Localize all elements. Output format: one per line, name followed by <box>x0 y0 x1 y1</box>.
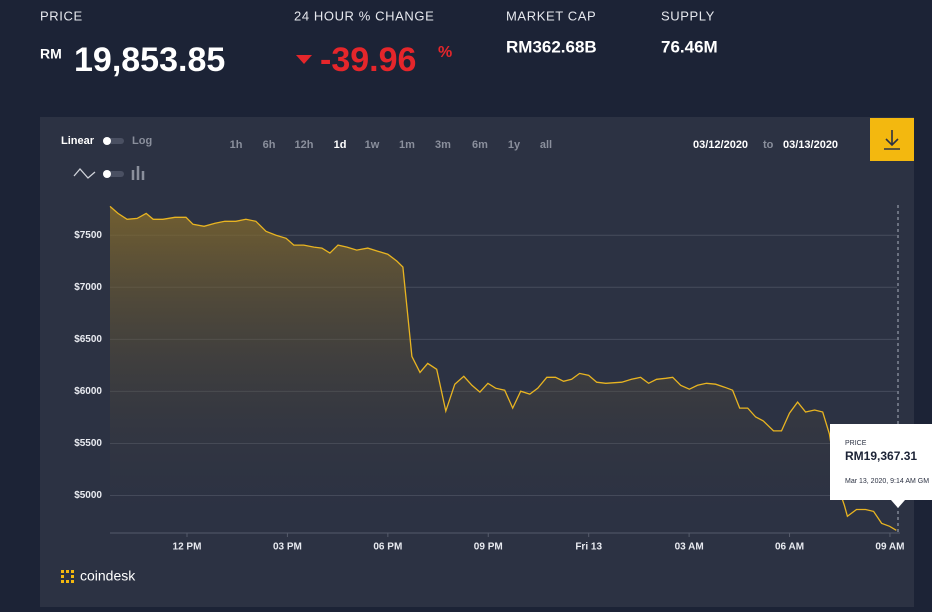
date-from[interactable]: 03/12/2020 <box>693 139 748 151</box>
x-tick-label: 09 PM <box>474 542 503 553</box>
price-value: 19,853.85 <box>74 41 225 79</box>
line-type-icon[interactable] <box>73 168 96 179</box>
x-tick-label: 03 AM <box>675 542 704 553</box>
y-tick-label: $7500 <box>74 230 102 241</box>
x-tick-label: 09 AM <box>875 542 904 553</box>
y-tick-label: $6000 <box>74 386 102 397</box>
supply-label: SUPPLY <box>661 8 715 23</box>
tooltip-label: PRICE <box>845 440 867 447</box>
change-label: 24 HOUR % CHANGE <box>294 8 434 23</box>
x-tick-label: Fri 13 <box>575 542 602 553</box>
y-tick-label: $7000 <box>74 282 102 293</box>
download-icon <box>884 130 900 150</box>
change-value: -39.96 <box>320 41 416 79</box>
range-button[interactable]: 1h <box>230 139 243 151</box>
price-currency: RM <box>40 46 62 62</box>
price-area <box>110 206 897 533</box>
price-line <box>109 205 897 531</box>
range-button[interactable]: 1d <box>334 139 347 151</box>
market-cap-label: MARKET CAP <box>506 8 596 23</box>
range-button[interactable]: 6m <box>472 139 488 151</box>
range-button[interactable]: 1y <box>508 139 521 151</box>
range-button[interactable]: 1m <box>399 139 415 151</box>
range-button[interactable]: 3m <box>435 139 451 151</box>
supply-value: 76.46M <box>661 37 718 56</box>
tooltip-box <box>830 424 932 500</box>
range-buttons: 1h 6h 12h 1d 1w 1m 3m 6m 1y all <box>230 139 553 151</box>
scale-linear[interactable]: Linear <box>61 135 95 147</box>
down-arrow <box>296 55 312 64</box>
change-unit: % <box>438 44 452 61</box>
scale-log[interactable]: Log <box>132 135 152 147</box>
range-button[interactable]: 6h <box>263 139 276 151</box>
y-tick-label: $6500 <box>74 334 102 345</box>
range-button[interactable]: 12h <box>295 139 314 151</box>
y-tick-label: $5000 <box>74 490 102 501</box>
x-tick-label: 03 PM <box>273 542 302 553</box>
type-toggle-knob <box>103 170 111 178</box>
brand-logo <box>61 570 74 583</box>
date-to[interactable]: 03/13/2020 <box>783 139 838 151</box>
range-button[interactable]: all <box>540 139 552 151</box>
y-tick-label: $5500 <box>74 438 102 449</box>
x-tick-label: 12 PM <box>173 542 202 553</box>
scale-toggle-knob <box>103 137 111 145</box>
price-label: PRICE <box>40 8 83 23</box>
x-tick-label: 06 PM <box>373 542 402 553</box>
date-sep: to <box>763 139 774 151</box>
tooltip-pointer <box>891 500 905 508</box>
tooltip-value: RM19,367.31 <box>845 449 917 463</box>
brand-name: coindesk <box>80 568 136 584</box>
tooltip-date: Mar 13, 2020, 9:14 AM GM <box>845 478 929 485</box>
x-tick-label: 06 AM <box>775 542 804 553</box>
bar-type-icon[interactable] <box>131 166 145 180</box>
plot <box>109 205 897 533</box>
market-cap-value: RM362.68B <box>506 37 597 56</box>
range-button[interactable]: 1w <box>365 139 380 151</box>
